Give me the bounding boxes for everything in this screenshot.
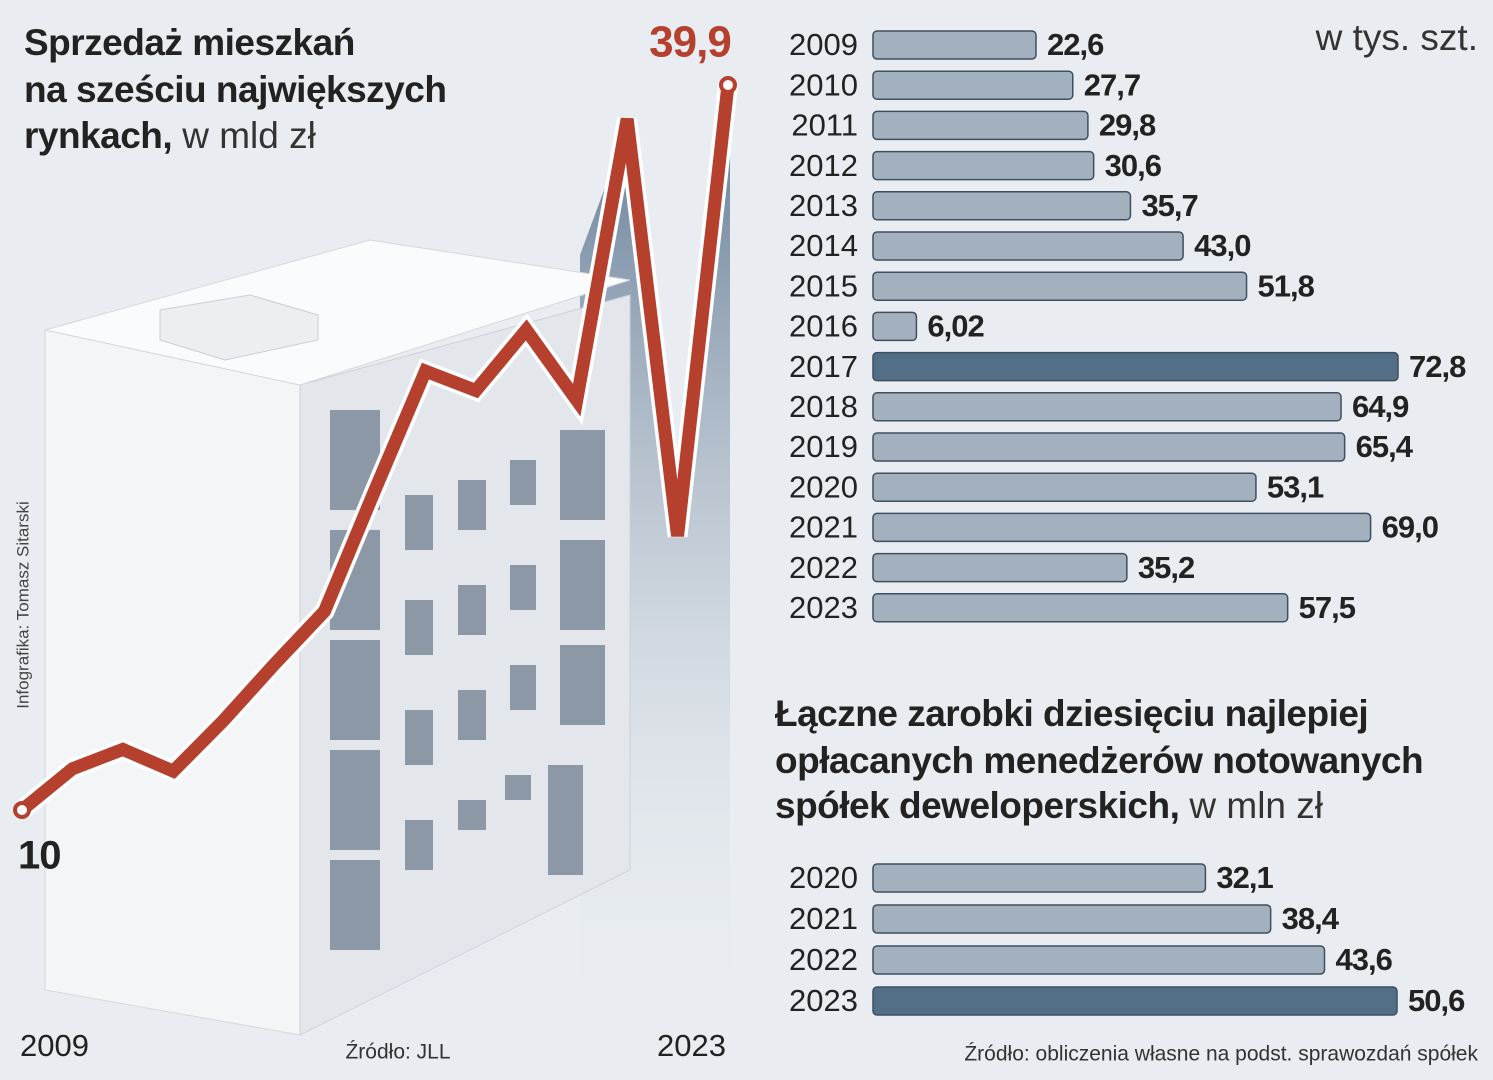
roof-box: [159, 294, 319, 361]
y-tick-label: 2013: [789, 188, 858, 223]
source: Źródło: obliczenia własne na podst. spra…: [964, 1043, 1478, 1066]
y-tick-label: 2020: [789, 469, 858, 504]
bar: [872, 945, 1326, 975]
y-tick-label: 2010: [789, 67, 858, 102]
endpoint: [719, 76, 737, 94]
y-tick-label: 2016: [789, 309, 858, 344]
chart-title: na sześciu największych: [24, 69, 446, 110]
y-tick-label: 2023: [789, 983, 858, 1018]
data-label: 43,0: [1194, 228, 1250, 263]
data-label: 29,8: [1099, 108, 1156, 143]
y-tick-label: 2014: [789, 228, 858, 263]
chart-title: rynkach,: [24, 115, 172, 156]
data-label: 50,6: [1408, 983, 1465, 1018]
bar-chart: w tys. szt. 2009 22,6 2010 27,7 2011 29,8 2012…: [789, 17, 1478, 625]
bar: [872, 70, 1074, 100]
y-tick-label: 2012: [789, 148, 858, 183]
data-label: 65,4: [1356, 429, 1414, 464]
bar: [872, 311, 918, 342]
data-label: 27,7: [1084, 67, 1140, 102]
x-tick-label: 2023: [657, 1028, 726, 1063]
building: [44, 85, 730, 1036]
bar: [872, 472, 1257, 502]
bar: [872, 150, 1095, 181]
data-label: 32,1: [1216, 860, 1273, 895]
bar: [872, 231, 1184, 261]
y-tick-label: 2015: [789, 268, 858, 303]
source: Źródło: JLL: [345, 1041, 450, 1064]
chart-title: Sprzedaż mieszkań: [24, 22, 355, 63]
data-label: 64,9: [1352, 389, 1409, 424]
data-label: 53,1: [1267, 469, 1324, 504]
data-label: 38,4: [1282, 901, 1340, 936]
bar: [872, 512, 1372, 543]
y-tick-label: 2023: [789, 590, 858, 625]
unit-label: w mln zł: [1188, 785, 1323, 826]
data-label: 72,8: [1409, 349, 1466, 384]
data-label: 10: [18, 834, 61, 878]
data-label: 35,7: [1141, 188, 1197, 223]
bar: [872, 191, 1132, 221]
windows: [330, 410, 605, 950]
y-tick-label: 2019: [789, 429, 858, 464]
bar: [872, 863, 1207, 893]
y-tick-label: 2011: [791, 108, 858, 143]
y-tick-label: 2009: [789, 27, 858, 62]
y-tick-label: 2022: [789, 550, 858, 585]
bar: [872, 392, 1342, 422]
bar: [872, 271, 1248, 301]
line-chart: Sprzedaż mieszkań na sześciu największyc…: [13, 18, 738, 1064]
y-tick-label: 2021: [789, 901, 858, 936]
unit-label: w mld zł: [181, 115, 316, 156]
endpoint: [13, 801, 31, 819]
unit-label: w tys. szt.: [1315, 17, 1478, 58]
line: [17, 84, 735, 816]
data-label: 51,8: [1258, 268, 1315, 303]
chart-title: spółek deweloperskich,: [775, 785, 1179, 826]
data-label: 6,02: [927, 309, 983, 344]
y-tick-label: 2020: [789, 860, 858, 895]
y-tick-label: 2022: [789, 942, 858, 977]
bar: [872, 552, 1128, 583]
y-tick-label: 2018: [789, 389, 858, 424]
bar: [872, 432, 1346, 462]
bar: [872, 904, 1272, 934]
x-tick-label: 2009: [20, 1028, 89, 1063]
y-tick-label: 2021: [789, 510, 858, 545]
data-label: 39,9: [649, 18, 731, 67]
credit: Infografika: Tomasz Sitarski: [13, 501, 32, 709]
bar: [872, 351, 1399, 382]
data-label: 22,6: [1047, 27, 1104, 62]
data-label: 57,5: [1299, 590, 1356, 625]
y-tick-label: 2017: [789, 349, 858, 384]
data-label: 43,6: [1336, 942, 1393, 977]
bar: [872, 593, 1289, 623]
bar: [872, 30, 1037, 60]
data-label: 35,2: [1138, 550, 1194, 585]
data-label: 69,0: [1382, 510, 1438, 545]
chart-title: Łączne zarobki dziesięciu najlepiej: [775, 693, 1368, 734]
bar: [872, 986, 1398, 1016]
bar: [872, 110, 1089, 141]
data-label: 30,6: [1105, 148, 1162, 183]
bar-chart: Łączne zarobki dziesięciu najlepiej opła…: [775, 693, 1478, 1066]
chart-title: opłacanych menedżerów notowanych: [775, 740, 1423, 781]
